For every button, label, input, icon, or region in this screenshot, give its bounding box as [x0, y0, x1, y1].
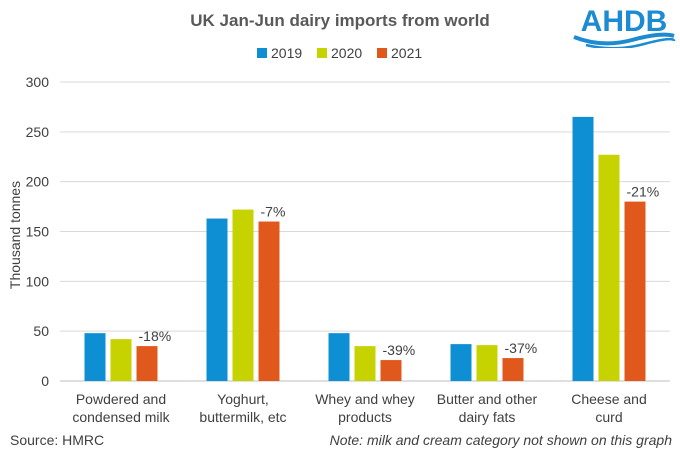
- bar-2021-3: [502, 358, 524, 381]
- category-label: Powdered and: [76, 391, 166, 407]
- change-label: -37%: [505, 340, 538, 356]
- chart-title: UK Jan-Jun dairy imports from world: [190, 11, 489, 30]
- change-label: -21%: [627, 184, 660, 200]
- bar-2020-4: [598, 154, 620, 381]
- legend-label-2020: 2020: [331, 45, 362, 61]
- y-tick-label: 200: [26, 174, 50, 190]
- change-label: -39%: [383, 342, 416, 358]
- y-tick-label: 150: [26, 224, 50, 240]
- bars: [84, 116, 646, 381]
- category-label: Cheese and: [571, 391, 647, 407]
- category-label: Butter and other: [437, 391, 538, 407]
- category-label: condensed milk: [72, 409, 170, 425]
- legend: 2019 2020 2021: [257, 45, 422, 61]
- logo-text: AHDB: [581, 5, 668, 38]
- bar-2019-2: [328, 333, 350, 381]
- legend-swatch-2019: [257, 48, 267, 58]
- category-label: Whey and whey: [315, 391, 415, 407]
- y-axis-ticks: 0 50 100 150 200 250 300: [26, 74, 50, 389]
- bar-2020-0: [110, 339, 132, 381]
- logo-swoosh-2: [585, 37, 676, 48]
- bar-2021-0: [136, 346, 158, 381]
- y-axis-label: Thousand tonnes: [7, 181, 23, 289]
- legend-swatch-2020: [317, 48, 327, 58]
- logo-swoosh: [573, 32, 675, 46]
- category-label: curd: [595, 409, 622, 425]
- bar-2021-4: [624, 201, 646, 381]
- bar-2021-1: [258, 221, 280, 381]
- change-label: -7%: [261, 204, 286, 220]
- y-tick-label: 250: [26, 124, 50, 140]
- footnote: Note: milk and cream category not shown …: [329, 432, 672, 448]
- bar-2019-4: [572, 116, 594, 381]
- legend-label-2021: 2021: [391, 45, 422, 61]
- category-label: products: [338, 409, 392, 425]
- category-label: Yoghurt,: [217, 391, 269, 407]
- bar-2020-2: [354, 346, 376, 381]
- y-tick-label: 100: [26, 273, 50, 289]
- category-label: buttermilk, etc: [199, 409, 286, 425]
- data-labels: -18% -7% -39% -37% -21%: [139, 184, 660, 358]
- bar-2019-0: [84, 333, 106, 381]
- bar-2019-3: [450, 344, 472, 381]
- gridlines: [60, 81, 670, 382]
- bar-2020-1: [232, 209, 254, 381]
- legend-label-2019: 2019: [271, 45, 302, 61]
- bar-2020-3: [476, 345, 498, 381]
- bar-2019-1: [206, 218, 228, 381]
- source-note: Source: HMRC: [10, 432, 105, 448]
- legend-swatch-2021: [377, 48, 387, 58]
- change-label: -18%: [139, 328, 172, 344]
- y-tick-label: 300: [26, 74, 50, 90]
- y-tick-label: 0: [41, 373, 49, 389]
- y-tick-label: 50: [33, 323, 49, 339]
- category-label: dairy fats: [459, 409, 516, 425]
- x-axis-categories: Powdered and condensed milk Yoghurt, butter…: [72, 391, 646, 425]
- bar-2021-2: [380, 360, 402, 381]
- ahdb-logo: AHDB: [573, 5, 676, 48]
